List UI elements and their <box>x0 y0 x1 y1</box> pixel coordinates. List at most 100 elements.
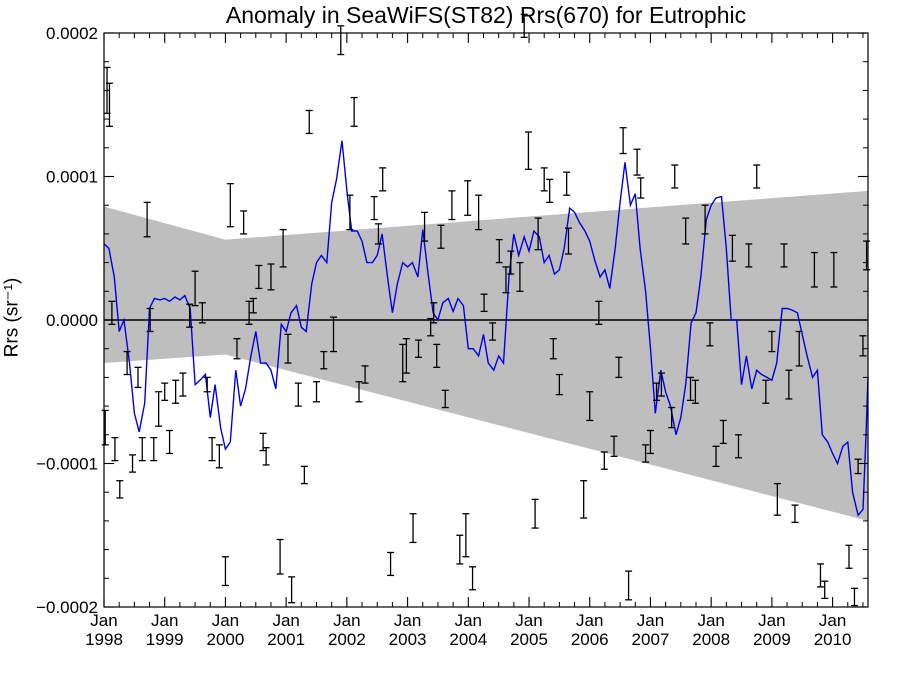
x-tick-year-label: 2001 <box>267 630 305 649</box>
error-bar <box>129 454 137 473</box>
error-bar <box>226 183 234 228</box>
error-bar <box>255 264 263 290</box>
error-bar <box>370 195 378 221</box>
error-bar <box>701 204 709 235</box>
error-bar <box>816 563 824 588</box>
axes-layer: −0.0002−0.00010.00000.00010.0002Jan1998J… <box>36 24 869 649</box>
x-tick-month-label: Jan <box>637 611 664 630</box>
error-bar <box>191 270 199 307</box>
error-bar <box>198 302 206 324</box>
error-bar <box>305 109 313 135</box>
error-bar <box>155 391 163 427</box>
x-tick-month-label: Jan <box>151 611 178 630</box>
error-bar <box>355 381 363 403</box>
error-bar <box>409 513 417 544</box>
error-bar <box>430 302 438 324</box>
error-bar <box>850 587 858 607</box>
error-bar <box>549 338 557 360</box>
error-bar <box>642 444 650 463</box>
error-bar <box>706 322 714 347</box>
error-bar <box>469 566 477 591</box>
error-bar <box>433 343 441 369</box>
error-bar <box>123 350 131 376</box>
y-axis-label: Rrs (sr⁻¹) <box>1 277 23 358</box>
error-bar <box>480 293 488 313</box>
chart-title: Anomaly in SeaWiFS(ST82) Rrs(670) for Eu… <box>225 2 747 28</box>
error-bar <box>101 409 109 446</box>
error-bar <box>830 251 838 288</box>
error-bar <box>464 180 472 216</box>
y-tick-label: 0.0001 <box>46 168 98 187</box>
error-bar <box>580 480 588 519</box>
error-bar <box>105 82 113 127</box>
error-bar <box>728 234 736 262</box>
confidence-band <box>104 190 868 521</box>
y-tick-label: 0.0002 <box>46 24 98 43</box>
error-bar <box>671 164 679 189</box>
error-bar <box>475 194 483 231</box>
error-bar <box>208 437 216 462</box>
error-bar <box>379 167 387 192</box>
error-bar <box>615 356 623 379</box>
x-tick-year-label: 2004 <box>449 630 487 649</box>
x-tick-month-label: Jan <box>394 611 421 630</box>
error-bar <box>350 96 358 127</box>
x-tick-year-label: 2009 <box>753 630 791 649</box>
error-bar <box>595 300 603 325</box>
error-bar <box>863 240 871 271</box>
error-bar <box>712 445 720 468</box>
error-bar <box>134 366 142 389</box>
error-bar <box>534 217 542 251</box>
error-bar <box>172 379 180 404</box>
error-bar <box>625 570 633 601</box>
error-bar <box>427 317 435 337</box>
x-tick-month-label: Jan <box>697 611 724 630</box>
x-tick-year-label: 1999 <box>146 630 184 649</box>
x-tick-year-label: 2002 <box>328 630 366 649</box>
error-bar <box>845 544 853 569</box>
x-tick-month-label: Jan <box>758 611 785 630</box>
error-bar <box>313 381 321 403</box>
error-bar <box>687 376 695 402</box>
error-bar <box>111 437 119 462</box>
error-bar <box>489 322 497 341</box>
error-bar <box>810 251 818 288</box>
x-tick-month-label: Jan <box>272 611 299 630</box>
error-bar <box>653 382 661 402</box>
error-bar <box>586 391 594 422</box>
error-bar <box>502 266 510 294</box>
error-bar <box>249 297 257 314</box>
error-bar <box>821 580 829 600</box>
error-bar <box>138 437 146 462</box>
error-bar <box>768 330 776 353</box>
error-bar <box>437 224 445 249</box>
confidence-band-layer <box>104 190 868 521</box>
error-bar <box>161 382 169 402</box>
error-bar <box>146 307 154 333</box>
error-bar <box>215 444 223 469</box>
error-bar <box>279 228 287 268</box>
error-bar <box>516 261 524 292</box>
error-bar <box>399 343 407 383</box>
y-tick-label: 0.0000 <box>46 311 98 330</box>
error-bar <box>762 379 770 404</box>
error-bar <box>186 303 194 328</box>
x-tick-year-label: 2000 <box>207 630 245 649</box>
x-tick-month-label: Jan <box>212 611 239 630</box>
x-tick-month-label: Jan <box>576 611 603 630</box>
error-bar <box>564 227 572 255</box>
error-bar <box>402 338 410 374</box>
error-bar <box>540 167 548 192</box>
error-bar <box>546 178 554 203</box>
error-bar <box>610 435 618 457</box>
error-bar <box>456 534 464 565</box>
error-bar <box>682 217 690 245</box>
error-bar <box>668 406 676 429</box>
error-bar <box>116 480 124 499</box>
error-bar <box>691 379 699 404</box>
x-tick-month-label: Jan <box>333 611 360 630</box>
error-bar <box>166 429 174 455</box>
x-tick-year-label: 2008 <box>692 630 730 649</box>
error-bar <box>495 238 503 264</box>
